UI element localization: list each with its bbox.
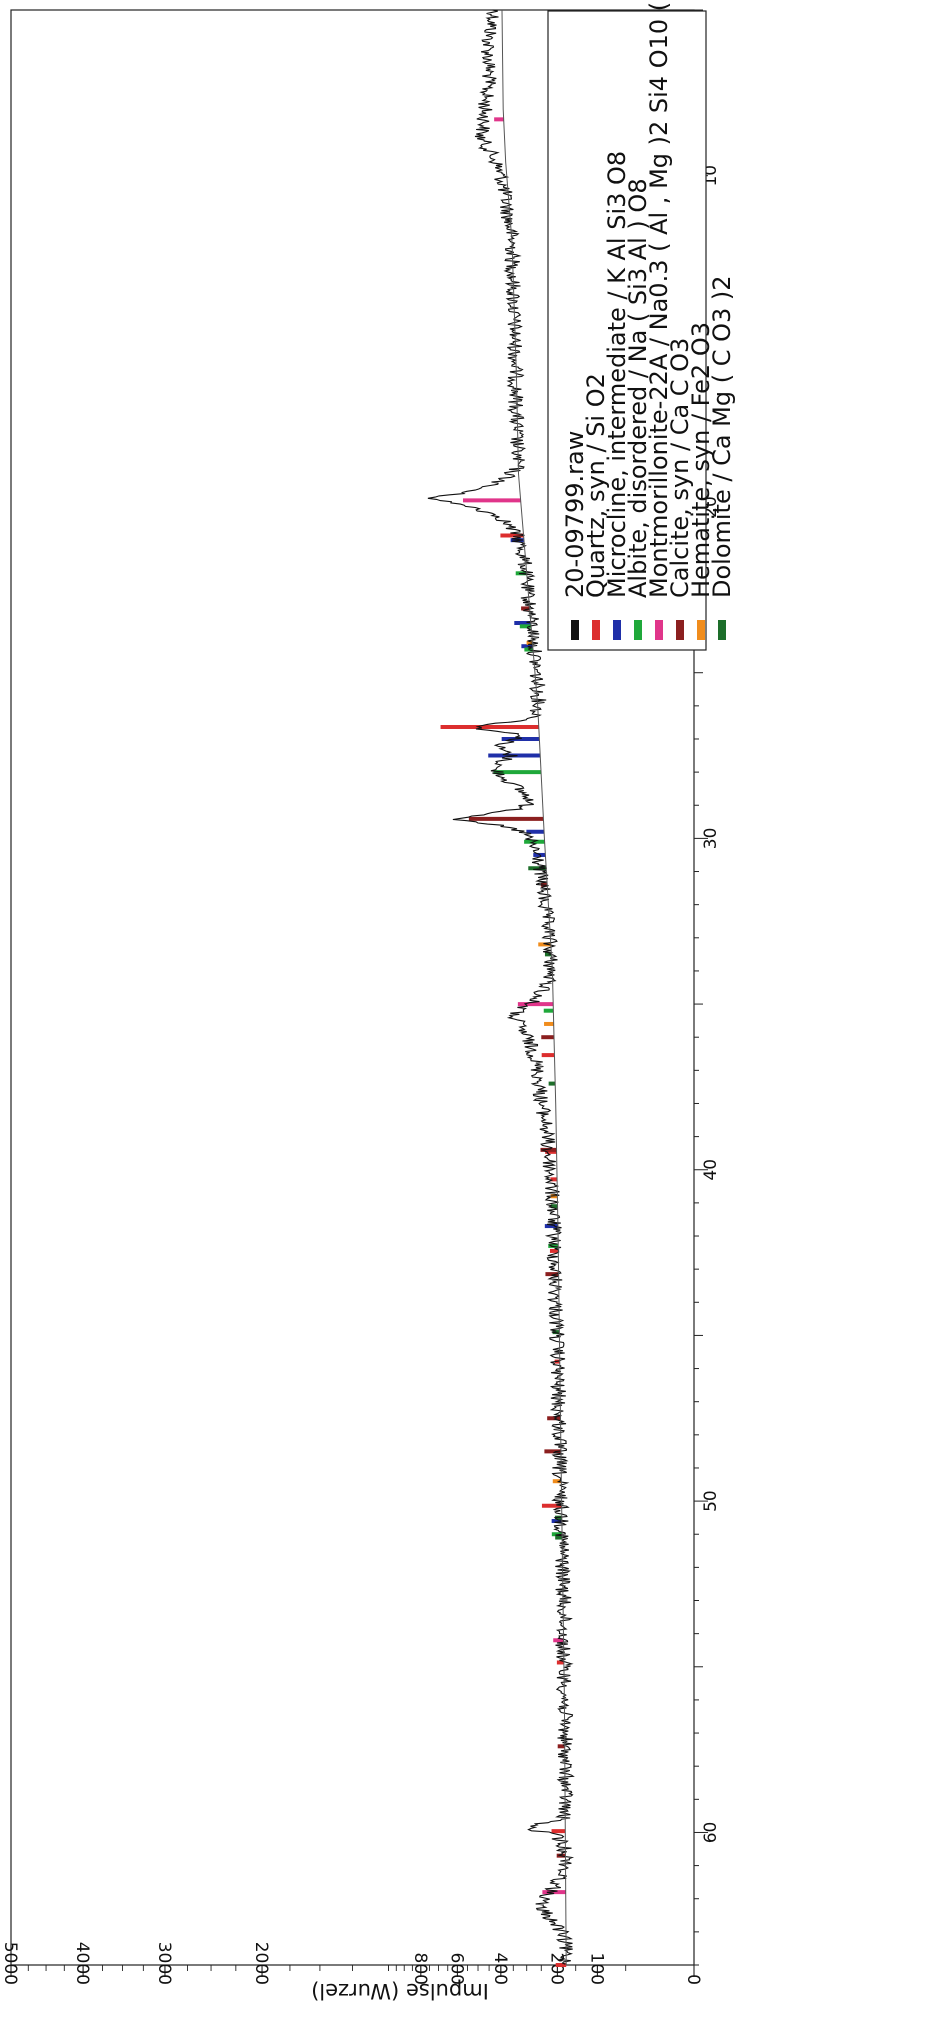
x-tick-label: 60 bbox=[701, 1822, 721, 1844]
legend-entry-label: Albite, disordered / Na ( Si3 Al ) O8 bbox=[624, 178, 652, 598]
x-tick-label: 30 bbox=[701, 828, 721, 850]
legend-entry-label: Dolomite / Ca Mg ( C O3 )2 bbox=[708, 275, 736, 598]
y-axis-label: Impulse (Wurzel) bbox=[311, 1979, 489, 2003]
legend-box bbox=[547, 10, 707, 651]
y-tick-label: 800 bbox=[410, 1953, 430, 1985]
y-tick-label: 200 bbox=[546, 1953, 566, 1985]
reference-patterns bbox=[440, 117, 567, 1967]
legend-entry-label: Quartz, syn / Si O2 bbox=[582, 373, 610, 598]
legend-entry-label: Microcline, intermediate / K Al Si3 O8 bbox=[603, 151, 631, 598]
legend-swatch bbox=[634, 620, 642, 640]
y-tick-label: 0 bbox=[683, 1974, 703, 1985]
legend-swatch bbox=[571, 620, 579, 640]
legend-swatch bbox=[718, 620, 726, 640]
y-tick-label: 600 bbox=[446, 1953, 466, 1985]
legend-swatch bbox=[613, 620, 621, 640]
y-tick-label: 3000 bbox=[154, 1942, 174, 1985]
y-tick-label: 4000 bbox=[72, 1942, 92, 1985]
data-curves bbox=[427, 9, 575, 1966]
y-tick-label: 100 bbox=[586, 1953, 606, 1985]
legend-entry-label: Calcite, syn / Ca C O3 bbox=[666, 338, 694, 598]
y-tick-label: 2000 bbox=[251, 1942, 271, 1985]
legend-swatch bbox=[592, 620, 600, 640]
background-line bbox=[501, 9, 567, 1966]
legend-entry-label: Montmorillonite-22A / Na0.3 ( Al , Mg )2… bbox=[645, 0, 673, 598]
raw-pattern-line bbox=[427, 9, 575, 1965]
legend-swatch bbox=[655, 620, 663, 640]
x-tick-label: 50 bbox=[701, 1490, 721, 1512]
x-tick-label: 40 bbox=[701, 1159, 721, 1181]
legend-swatch bbox=[697, 620, 705, 640]
legend-swatch bbox=[676, 620, 684, 640]
legend-entry-label: 20-09799.raw bbox=[561, 431, 589, 598]
legend-entry-label: Hematite, syn / Fe2 O3 bbox=[687, 322, 715, 598]
y-axis-ticks: 0 100 200 400 600 800 2000 3000 4000 5000 bbox=[0, 1942, 703, 1985]
y-tick-label: 5000 bbox=[0, 1942, 20, 1985]
y-tick-label: 400 bbox=[490, 1953, 510, 1985]
